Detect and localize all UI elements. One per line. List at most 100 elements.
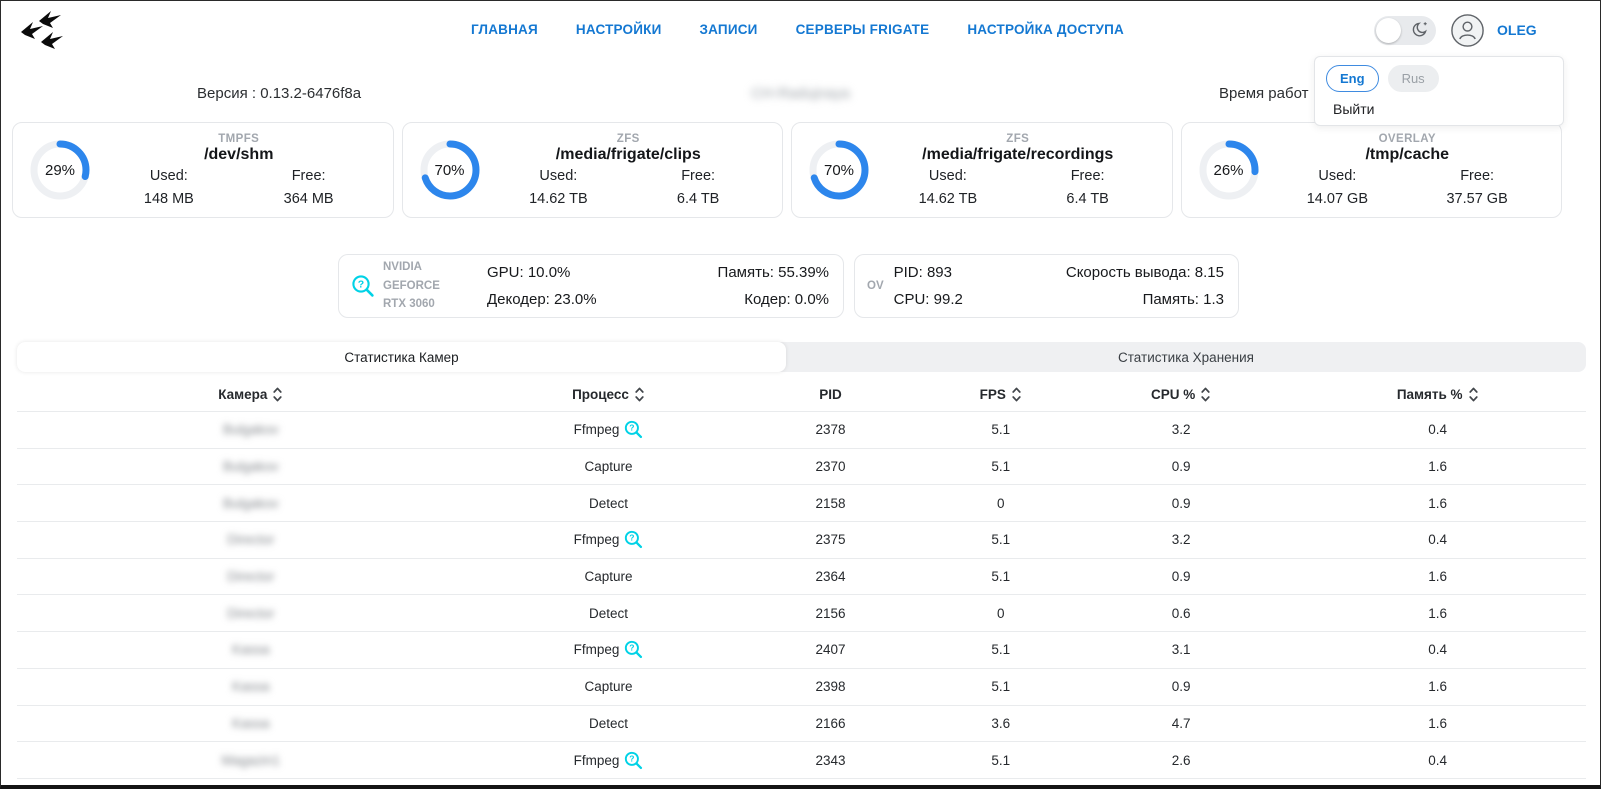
detector-name-label: OV — [867, 280, 884, 292]
fps-cell: 5.1 — [991, 642, 1011, 658]
free-label: Free: — [1070, 168, 1105, 184]
fps-cell: 0 — [996, 605, 1005, 621]
cpu-cell: 0.9 — [1171, 495, 1191, 511]
fps-cell: 5.1 — [991, 679, 1011, 695]
tab-storage-stats[interactable]: Статистика Хранения — [1118, 349, 1254, 365]
detector-inference-speed: Скорость вывода: 8.15 — [1065, 264, 1224, 281]
process-cell: Detect ? — [485, 496, 733, 511]
used-label: Used: — [1318, 168, 1357, 184]
toggle-knob — [1376, 18, 1401, 43]
zoom-info-icon[interactable]: ? — [624, 640, 643, 659]
server-name-blurred: CH-Radujnaya — [751, 85, 850, 102]
moon-icon — [1412, 22, 1427, 37]
nav-settings[interactable]: НАСТРОЙКИ — [575, 22, 662, 37]
column-header-cpu[interactable]: CPU % — [1073, 386, 1290, 403]
fps-cell: 5.1 — [991, 532, 1011, 548]
fs-type-label: TMPFS — [218, 133, 260, 145]
memory-cell: 1.6 — [1428, 495, 1448, 511]
pid-cell: 2407 — [815, 642, 846, 658]
memory-cell: 0.4 — [1428, 642, 1448, 658]
nav-home[interactable]: ГЛАВНАЯ — [471, 22, 538, 37]
pid-cell: 2375 — [815, 532, 846, 548]
free-value: 6.4 TB — [676, 191, 720, 207]
table-row: Director Ffmpeg ? 2375 5.1 3.2 0.4 — [17, 522, 1586, 559]
gpu-stats-card: ? NVIDIA GEFORCE RTX 3060 GPU: 10.0% Дек… — [338, 254, 844, 318]
process-cell: Detect ? — [485, 716, 733, 731]
used-value: 148 MB — [143, 191, 194, 207]
process-cell: Capture ? — [485, 679, 733, 694]
memory-cell: 0.4 — [1428, 752, 1448, 768]
cpu-cell: 0.9 — [1171, 679, 1191, 695]
lang-rus-button[interactable]: Rus — [1387, 65, 1439, 92]
nav-access-settings[interactable]: НАСТРОЙКА ДОСТУПА — [967, 22, 1124, 37]
nav-recordings[interactable]: ЗАПИСИ — [699, 22, 758, 37]
storage-card-recordings: 70% ZFS /media/frigate/recordings Used: … — [791, 122, 1173, 218]
nav-frigate-servers[interactable]: СЕРВЕРЫ FRIGATE — [795, 22, 930, 37]
cpu-cell: 0.6 — [1171, 605, 1191, 621]
main-nav: ГЛАВНАЯ НАСТРОЙКИ ЗАПИСИ СЕРВЕРЫ FRIGATE… — [471, 22, 1124, 37]
process-label: Detect — [588, 605, 628, 621]
lang-eng-button[interactable]: Eng — [1326, 65, 1379, 92]
fps-cell: 5.1 — [991, 569, 1011, 585]
fs-type-label: OVERLAY — [1378, 133, 1436, 145]
used-value: 14.62 TB — [918, 191, 978, 207]
camera-name-cell: Kassa — [232, 642, 270, 658]
table-row: Kassa Detect ? 2166 3.6 4.7 1.6 — [17, 706, 1586, 743]
memory-cell: 1.6 — [1428, 679, 1448, 695]
usage-donut-chart: 70% — [415, 135, 485, 205]
zoom-info-icon[interactable]: ? — [351, 274, 375, 298]
free-value: 364 MB — [283, 191, 334, 207]
used-value: 14.62 TB — [529, 191, 588, 207]
dark-mode-toggle[interactable] — [1374, 16, 1436, 45]
used-label: Used: — [149, 168, 188, 184]
fs-type-label: ZFS — [1006, 133, 1030, 145]
table-row: Kassa Ffmpeg ? 2407 5.1 3.1 0.4 — [17, 632, 1586, 669]
zoom-info-icon[interactable]: ? — [624, 530, 643, 549]
used-label: Used: — [928, 168, 967, 184]
gpu-memory: Память: 55.39% — [717, 264, 829, 281]
storage-card-cache: 26% OVERLAY /tmp/cache Used: Free: 14.07… — [1180, 122, 1562, 218]
sort-icon — [1201, 387, 1210, 402]
process-label: Ffmpeg — [573, 642, 620, 658]
fps-cell: 5.1 — [991, 459, 1011, 475]
table-row: Bulgakov Capture ? 2370 5.1 0.9 1.6 — [17, 449, 1586, 486]
version-label: Версия : 0.13.2-6476f8a — [197, 85, 362, 102]
username-button[interactable]: OLEG — [1497, 22, 1537, 38]
column-header-process[interactable]: Процесс — [485, 386, 733, 403]
svg-text:?: ? — [630, 423, 635, 433]
camera-name-cell: Bulgakov — [223, 459, 279, 475]
sort-icon — [1012, 387, 1021, 402]
detector-pid: PID: 893 — [893, 264, 952, 281]
usage-donut-chart: 26% — [1194, 135, 1264, 205]
cpu-cell: 0.9 — [1171, 459, 1191, 475]
camera-name-cell: Magazin1 — [221, 752, 281, 768]
usage-donut-chart: 70% — [804, 135, 874, 205]
camera-name-cell: Director — [227, 569, 275, 585]
camera-name-cell: Director — [227, 605, 275, 621]
column-header-fps[interactable]: FPS — [929, 386, 1073, 403]
zoom-info-icon[interactable]: ? — [624, 420, 643, 439]
used-value: 14.07 GB — [1306, 191, 1368, 207]
pid-cell: 2156 — [815, 605, 846, 621]
mount-path: /tmp/cache — [1365, 146, 1450, 163]
process-label: Detect — [588, 495, 628, 511]
cpu-cell: 3.1 — [1171, 642, 1191, 658]
process-label: Ffmpeg — [573, 752, 620, 768]
table-row: Director Capture ? 2364 5.1 0.9 1.6 — [17, 559, 1586, 596]
table-row: Director Detect ? 2156 0 0.6 1.6 — [17, 595, 1586, 633]
column-header-camera[interactable]: Камера — [17, 386, 485, 403]
process-label: Ffmpeg — [573, 532, 620, 548]
table-row: Magazin1 Ffmpeg ? 2343 5.1 2.6 0.4 — [17, 742, 1586, 779]
pid-cell: 2158 — [815, 495, 846, 511]
camera-name-cell: Bulgakov — [223, 495, 279, 511]
user-avatar-icon[interactable] — [1449, 12, 1486, 49]
tab-camera-stats[interactable]: Статистика Камер — [17, 342, 786, 372]
logout-menu-item[interactable]: Выйти — [1333, 101, 1375, 117]
camera-table-body: Bulgakov Ffmpeg ? 2378 5.1 3.2 0.4 Bulga… — [17, 411, 1586, 779]
detector-stats-card: OV PID: 893 CPU: 99.2 Скорость вывода: 8… — [854, 254, 1239, 318]
process-cell: Ffmpeg ? — [485, 751, 733, 770]
zoom-info-icon[interactable]: ? — [624, 751, 643, 770]
free-value: 6.4 TB — [1066, 191, 1109, 207]
column-header-memory[interactable]: Память % — [1289, 386, 1586, 403]
process-cell: Capture ? — [485, 459, 733, 474]
